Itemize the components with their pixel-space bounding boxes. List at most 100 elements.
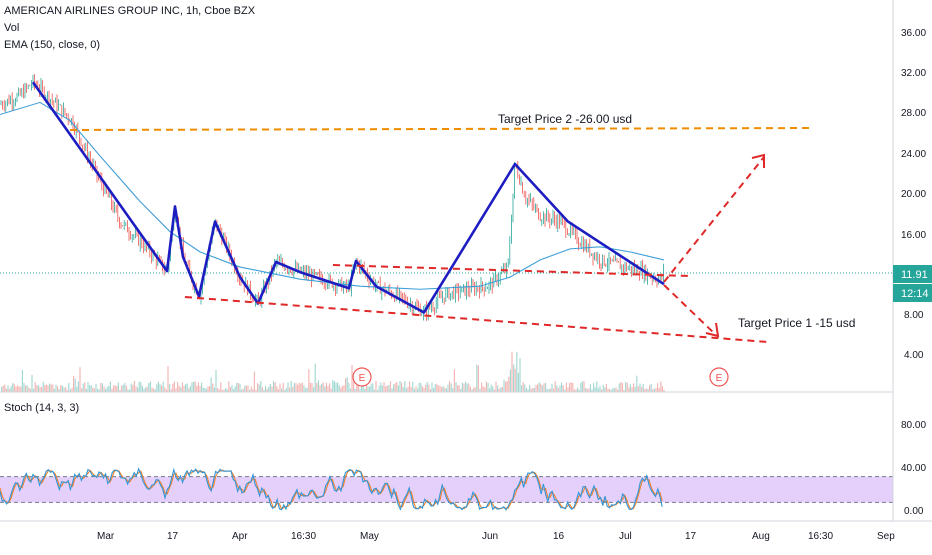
volume-bar [161,385,163,392]
volume-bar [361,386,363,392]
volume-bar [642,384,644,392]
volume-bar [377,389,379,392]
volume-bar [581,381,583,392]
volume-bar [53,388,55,392]
volume-bar [649,385,651,392]
volume-bar [399,381,401,392]
volume-bar [65,387,67,392]
volume-bar [338,385,340,392]
volume-bar [553,388,555,392]
volume-bar [97,388,99,392]
volume-bar [660,381,662,392]
volume-bar [125,385,127,392]
volume-bar [324,386,326,392]
volume-bar [453,369,455,392]
volume-bar [100,383,102,392]
volume-bar [535,385,537,392]
volume-bar [522,382,524,392]
drawings[interactable] [31,81,813,343]
volume-bar [525,388,527,392]
volume-bar [252,389,254,392]
volume-bar [149,381,151,392]
volume-bar [316,383,318,392]
volume-bar [273,381,275,392]
volume-bar [31,374,33,392]
volume-bar [15,386,17,392]
volume-bar [607,388,609,392]
volume-bar [341,386,343,392]
volume-bar [153,388,155,392]
volume-bar [407,386,409,392]
volume-bar [625,382,627,392]
volume-bar [353,381,355,392]
volume-bar [157,381,159,392]
volume-bar [265,385,267,392]
volume-bar [313,387,315,392]
volume-bar [621,382,623,392]
volume-bar [199,385,201,392]
volume-bar [508,376,510,392]
price-tick: 8.00 [904,310,924,321]
volume-bar [500,387,502,392]
volume-bar [95,384,97,392]
volume-bar [300,383,302,392]
volume-bar [130,383,132,392]
price-tick: 20.00 [901,189,926,200]
volume-bar [12,382,14,392]
volume-bar [210,377,212,392]
stoch-label: Stoch (14, 3, 3) [4,402,80,414]
volume-bar [570,382,572,392]
volume-bar [367,386,369,392]
volume-bar [653,388,655,392]
volume-bar [335,382,337,392]
volume-bar [26,385,28,392]
stoch-pane [0,467,893,511]
volume-bar [133,381,135,392]
volume-bar [57,386,59,392]
volume-bar [317,380,319,392]
volume-bar [301,382,303,392]
volume-bar [127,389,129,392]
target-2-arrowhead [751,153,765,168]
target-price-2-label: Target Price 2 -26.00 usd [498,112,632,126]
volume-bar [325,382,327,392]
time-tick: Jul [619,531,632,542]
volume-bar [188,388,190,392]
target-2-level-line [69,127,813,131]
volume-bar [25,385,27,392]
volume-bar [364,388,366,392]
volume-bar [84,382,86,392]
volume-bar [255,389,257,392]
volume-bar [20,386,22,392]
volume-bar [5,388,7,392]
volume-bar [327,386,329,392]
volume-bar [196,385,198,392]
volume-bar [180,387,182,392]
volume-bar [463,383,465,392]
volume-bar [281,388,283,392]
volume-bar [220,382,222,392]
volume-bar [476,364,478,392]
volume-bar [489,388,491,392]
volume-bar [18,386,20,392]
volume-bar [447,384,449,392]
pattern-zigzag-line [31,81,665,314]
volume-bar [223,389,225,392]
countdown-badge [893,284,932,302]
volume-bar [87,382,89,392]
volume-bar [191,382,193,392]
volume-bar [292,386,294,392]
volume-bar [60,385,62,392]
time-tick: 16:30 [808,531,833,542]
volume-bar [117,382,119,392]
volume-bar [221,389,223,392]
volume-bar [172,383,174,392]
earnings-marker[interactable]: E [352,367,372,387]
volume-bar [650,383,652,392]
volume-bar [490,384,492,392]
volume-bar [261,387,263,392]
earnings-marker[interactable]: E [709,367,729,387]
volume-bar [241,389,243,392]
volume-bar [146,386,148,392]
